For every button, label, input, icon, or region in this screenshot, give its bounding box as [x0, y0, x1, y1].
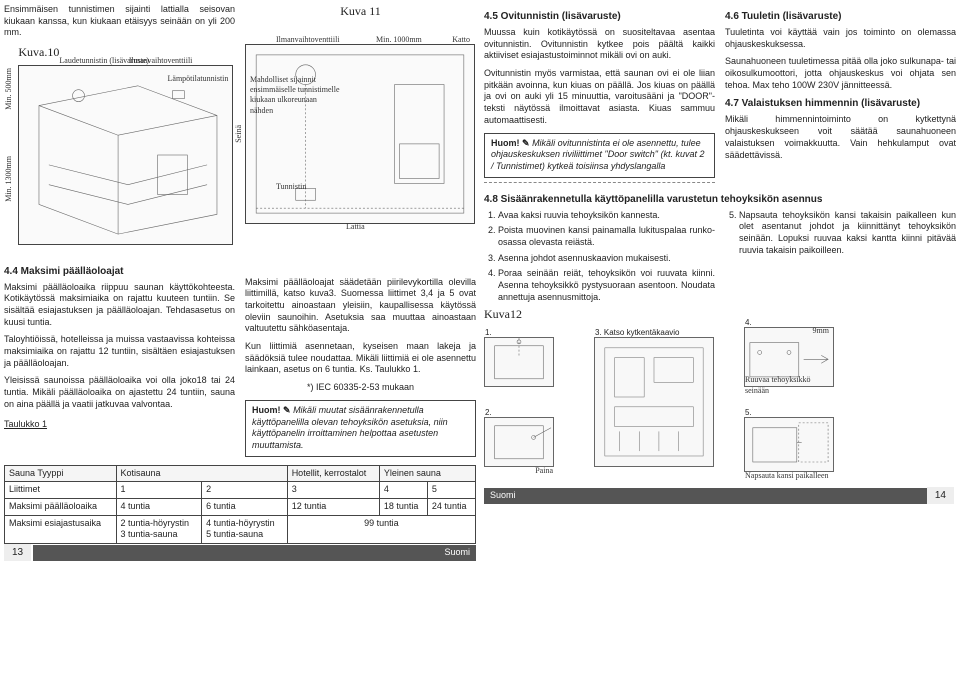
fig10-min500: Min. 500mm: [4, 68, 14, 110]
fig10-min1300: Min. 1300mm: [4, 156, 14, 202]
th-koti: Kotisauna: [116, 465, 287, 482]
c-e2: 4 tuntia-höyrystin5 tuntia-sauna: [202, 515, 288, 543]
sauna-top-icon: [246, 45, 474, 223]
c-m2: 6 tuntia: [202, 498, 288, 515]
fig11-a6: Tunnistin: [276, 182, 306, 192]
footer-right: Suomi 14: [484, 487, 956, 504]
fig10-a2: Ilmanvaihtoventtiili: [129, 56, 193, 66]
c-m5: 24 tuntia: [427, 498, 475, 515]
note-2: Huom! Mikäli ovitunnistinta ei ole asenn…: [484, 133, 715, 178]
fig10-a3: Lämpötilatunnistin: [168, 74, 229, 84]
step-5: Napsauta tehoyksikön kansi takaisin paik…: [739, 210, 956, 257]
r-max: Maksimi päälläoloaika: [5, 498, 117, 515]
step-4: Poraa seinään reiät, tehoyksikön voi ruu…: [498, 268, 715, 303]
sec44-p1: Maksimi päälläoloaika riippuu saunan käy…: [4, 282, 235, 329]
sauna-isometric-icon: [19, 66, 232, 244]
sec45-title: 4.5 Ovitunnistin (lisävaruste): [484, 10, 715, 23]
sec46-title: 4.6 Tuuletin (lisävaruste): [725, 10, 956, 23]
snap-cover-icon: [745, 418, 833, 472]
th-sauna: Sauna Tyyppi: [5, 465, 117, 482]
sec44-r2: Kun liittimiä asennetaan, kyseisen maan …: [245, 341, 476, 376]
page-13: Ensimmäisen tunnistimen sijainti lattial…: [4, 4, 476, 676]
note-1: Huom! Mikäli muutat sisäänrakennetulla k…: [245, 400, 476, 457]
sec44-p2: Taloyhtiöissä, hotelleissa ja muissa vas…: [4, 334, 235, 369]
figure-11: Ilmanvaihtoventtiili Min. 1000mm Katto M…: [245, 44, 475, 224]
mini5-cap: Napsauta kansi paikalleen: [745, 471, 835, 481]
r-esi: Maksimi esiajastusaika: [5, 515, 117, 543]
c-l5: 5: [427, 482, 475, 499]
step-1: Avaa kaksi ruuvia tehoyksikön kannesta.: [498, 210, 715, 222]
th-hotel: Hotellit, kerrostalot: [287, 465, 379, 482]
footer-lang-left: Suomi: [444, 547, 470, 559]
mini-5: 5. Napsauta kansi paikalleen: [744, 417, 834, 472]
kuva11-label: Kuva 11: [245, 4, 476, 20]
steps-right: Napsauta tehoyksikön kansi takaisin paik…: [725, 210, 956, 257]
note2-header: Huom!: [491, 138, 530, 148]
c-e1: 2 tuntia-höyrystin3 tuntia-sauna: [116, 515, 202, 543]
sec46-p1: Tuuletinta voi käyttää vain jos toiminto…: [725, 27, 956, 50]
c-m1: 4 tuntia: [116, 498, 202, 515]
c-m4: 18 tuntia: [379, 498, 427, 515]
panel-icon-1: [485, 338, 553, 387]
figure-12: 1. 2. Paina 3. Katso kytkentäkaavio 4. 9…: [484, 327, 956, 487]
c-l4: 4: [379, 482, 427, 499]
sec44-r1: Maksimi päälläoloajat säädetään piirilev…: [245, 277, 476, 335]
fig11-a5: Seinä: [234, 125, 244, 143]
fig11-a7: Lattia: [346, 222, 365, 232]
footer-left: 13 Suomi: [4, 544, 476, 561]
sec46-p2: Saunahuoneen tuuletimessa pitää olla jok…: [725, 56, 956, 91]
th-yleinen: Yleinen sauna: [379, 465, 475, 482]
panel-icon-2: [485, 418, 553, 467]
r-liittimet: Liittimet: [5, 482, 117, 499]
sec47-p1: Mikäli himmennintoiminto on kytkettynä o…: [725, 114, 956, 161]
c-e3: 99 tuntia: [287, 515, 475, 543]
fig11-a1: Ilmanvaihtoventtiili: [276, 35, 340, 45]
mini4-9mm: 9mm: [813, 326, 829, 336]
mini2-paina: Paina: [535, 466, 553, 476]
fig11-a2: Min. 1000mm: [376, 35, 422, 45]
fig11-a3: Katto: [452, 35, 470, 45]
kuva12-label: Kuva12: [484, 307, 956, 323]
c-l1: 1: [116, 482, 202, 499]
sec44-p3: Yleisissä saunoissa päälläoloaika voi ol…: [4, 375, 235, 410]
taulukko1-label: Taulukko 1: [4, 419, 47, 429]
sec44-title: 4.4 Maksimi päälläoloajat: [4, 265, 235, 278]
intro-text: Ensimmäisen tunnistimen sijainti lattial…: [4, 4, 235, 39]
step-2: Poista muovinen kansi painamalla lukitus…: [498, 225, 715, 248]
note1-header: Huom!: [252, 405, 291, 415]
steps-left: Avaa kaksi ruuvia tehoyksikön kannesta. …: [484, 210, 715, 304]
footer-lang-right: Suomi: [490, 490, 516, 502]
c-l3: 3: [287, 482, 379, 499]
figure-10: Laudetunnistin (lisävaruste) Ilmanvaihto…: [18, 65, 233, 245]
step-3: Asenna johdot asennuskaavion mukaisesti.: [498, 253, 715, 265]
mini-2: 2. Paina: [484, 417, 554, 467]
kuva10-label: Kuva.10: [18, 45, 59, 59]
sec45-p1: Muussa kuin kotikäytössä on suositeltava…: [484, 27, 715, 62]
mini4-cap: Ruuvaa tehoyksikkö seinään: [745, 375, 835, 396]
page-14: 4.5 Ovitunnistin (lisävaruste) Muussa ku…: [484, 4, 956, 676]
sec44-r3: *) IEC 60335-2-53 mukaan: [245, 382, 476, 394]
mini-4: 4. 9mm Ruuvaa tehoyksikkö seinään: [744, 327, 834, 387]
fig11-a4: Mahdolliset sijainnit ensimmäiselle tunn…: [250, 75, 340, 117]
mini-3: 3. Katso kytkentäkaavio: [594, 337, 714, 467]
wiring-diagram-icon: [595, 338, 713, 466]
mini-1: 1.: [484, 337, 554, 387]
sec48-title: 4.8 Sisäänrakennetulla käyttöpanelilla v…: [484, 193, 956, 206]
sec45-p2: Ovitunnistin myös varmistaa, että saunan…: [484, 68, 715, 126]
sec47-title: 4.7 Valaistuksen himmennin (lisävaruste): [725, 97, 956, 110]
page-number-13: 13: [4, 544, 33, 561]
c-m3: 12 tuntia: [287, 498, 379, 515]
c-l2: 2: [202, 482, 288, 499]
page-number-14: 14: [927, 487, 956, 504]
taulukko-1: Sauna Tyyppi Kotisauna Hotellit, kerrost…: [4, 465, 476, 544]
